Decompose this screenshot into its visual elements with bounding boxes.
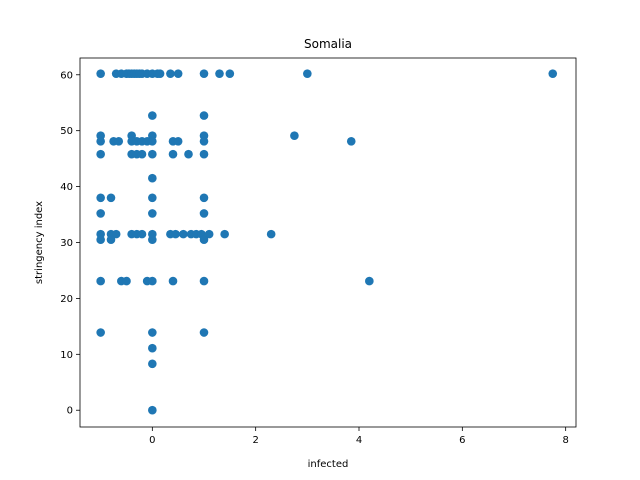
data-point [225,69,235,78]
data-point [204,229,214,239]
data-point [168,276,178,286]
data-point [199,235,209,245]
data-point [148,343,157,353]
data-point [148,209,157,218]
data-point [179,229,188,239]
data-point [346,137,356,146]
y-tick-label: 0 [67,406,73,417]
data-point [199,69,209,78]
data-point [148,235,157,245]
data-point [148,173,157,183]
data-point [184,149,193,159]
y-tick-label: 10 [60,350,73,361]
data-point [106,193,116,203]
data-point [166,69,175,78]
data-point [148,328,157,337]
data-point [303,69,312,78]
data-point [148,137,157,146]
y-tick-label: 30 [60,238,73,249]
data-point [148,359,157,369]
x-axis-label: infected [308,459,349,470]
data-point [365,276,374,286]
x-tick-label: 2 [252,435,258,446]
data-point [148,111,157,120]
x-tick-label: 6 [459,435,465,446]
data-point [199,137,209,146]
data-point [106,235,116,245]
data-point [137,229,147,239]
y-tick-label: 60 [60,70,73,81]
data-point [137,149,147,159]
data-point [122,276,131,286]
data-point [114,137,124,146]
points-layer [96,69,558,415]
y-ticks: 0 10 20 30 40 50 60 [60,70,80,417]
y-tick-label: 20 [60,294,73,305]
chart-title: Somalia [304,37,352,51]
data-point [96,149,105,159]
data-point [148,149,157,159]
data-point [173,69,183,78]
data-point [199,209,209,218]
data-point [148,276,157,286]
data-point [96,235,105,245]
data-point [96,193,105,203]
x-tick-label: 8 [562,435,568,446]
x-tick-label: 4 [356,435,362,446]
data-point [199,193,209,203]
y-axis-label: stringency index [34,201,45,284]
data-point [96,137,105,146]
data-point [155,69,165,78]
plot-frame [79,57,577,428]
data-point [290,131,299,141]
data-point [199,149,209,159]
data-point [199,111,209,120]
data-point [148,193,157,203]
data-point [215,69,224,78]
data-point [199,328,209,337]
y-tick-label: 40 [60,182,73,193]
data-point [96,328,105,337]
data-point [96,69,105,78]
x-tick-label: 0 [149,435,155,446]
data-point [548,69,558,78]
data-point [173,137,183,146]
data-point [266,229,276,239]
data-point [96,209,105,218]
data-point [168,149,178,159]
y-tick-label: 50 [60,126,73,137]
data-point [220,229,229,239]
data-point [171,229,180,239]
data-point [199,276,209,286]
data-point [148,405,157,415]
x-ticks: 0 2 4 6 8 [149,427,569,446]
data-point [96,276,105,286]
data-point [111,229,121,239]
